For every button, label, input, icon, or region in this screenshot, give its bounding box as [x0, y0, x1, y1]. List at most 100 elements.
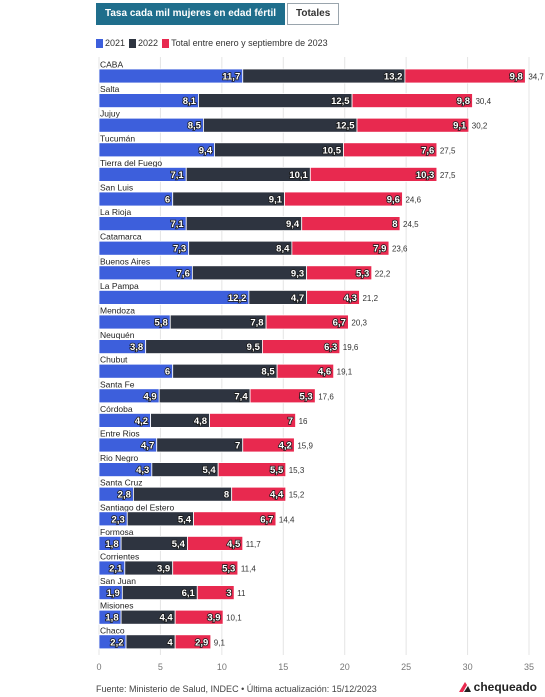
total-label: 24,5: [403, 220, 419, 229]
data-label: 9,6: [387, 195, 400, 206]
bar-segment: [98, 68, 244, 84]
data-label: 7,1: [171, 170, 185, 181]
bar-segment: [217, 462, 287, 478]
total-label: 30,2: [472, 122, 488, 131]
legend-item-2021[interactable]: 2021: [96, 38, 125, 48]
data-label: 5,3: [356, 268, 369, 279]
total-label: 16: [299, 417, 308, 426]
data-label: 9,1: [453, 121, 467, 132]
brand-logo: chequeado: [458, 680, 537, 694]
data-label: 7,8: [250, 318, 263, 329]
data-label: 4,9: [143, 391, 156, 402]
total-label: 15,2: [289, 491, 305, 500]
bar-segment: [276, 363, 335, 379]
bar-segment: [98, 363, 174, 379]
data-label: 4,7: [291, 293, 304, 304]
chequeado-logo-icon: [458, 682, 471, 692]
bar-segment: [185, 216, 303, 232]
category-label: Chaco: [100, 625, 125, 635]
category-label: Santa Fe: [100, 379, 135, 389]
data-label: 8,5: [261, 367, 275, 378]
data-label: 6,7: [260, 514, 273, 525]
bar-segment: [203, 117, 358, 133]
bar-segment: [174, 634, 212, 650]
data-label: 2,1: [109, 564, 123, 575]
category-label: Santiago del Estero: [100, 502, 174, 512]
bar-segment: [191, 265, 308, 281]
bar-segment: [351, 93, 473, 108]
category-label: San Juan: [100, 576, 136, 586]
metric-tabs: Tasa cada mil mujeres en edad fértil Tot…: [96, 3, 340, 25]
bar-segment: [98, 142, 215, 158]
category-label: Tucumán: [100, 133, 135, 143]
data-label: 6,3: [324, 342, 337, 353]
data-label: 5,4: [178, 514, 192, 525]
bar-segment: [172, 191, 285, 207]
bar-segment: [156, 437, 244, 453]
bar-segment: [284, 191, 403, 207]
total-label: 22,2: [375, 269, 391, 278]
bar-segment: [309, 166, 438, 182]
bar-segment: [98, 191, 174, 207]
data-label: 8,5: [188, 121, 202, 132]
data-label: 9,8: [457, 96, 470, 107]
category-label: Mendoza: [100, 306, 135, 316]
data-label: 5,3: [300, 391, 313, 402]
bar-segment: [249, 388, 316, 404]
tab-rate[interactable]: Tasa cada mil mujeres en edad fértil: [96, 3, 285, 25]
bar-segment: [242, 68, 406, 84]
data-label: 9,5: [247, 342, 261, 353]
bar-segment: [231, 486, 287, 502]
total-label: 9,1: [214, 638, 226, 647]
legend-item-2023[interactable]: Total entre enero y septiembre de 2023: [162, 38, 328, 48]
legend-item-2022[interactable]: 2022: [129, 38, 158, 48]
data-label: 4,5: [227, 539, 241, 550]
category-label: La Pampa: [100, 281, 139, 291]
data-label: 8,4: [276, 244, 290, 255]
data-label: 6: [165, 367, 170, 378]
total-label: 21,2: [362, 294, 378, 303]
total-label: 11,7: [246, 540, 262, 549]
bar-segment: [301, 216, 401, 232]
total-label: 17,6: [318, 392, 334, 401]
data-label: 6: [165, 195, 170, 206]
total-label: 15,9: [297, 442, 313, 451]
bar-segment: [291, 240, 390, 256]
data-label: 10,5: [322, 145, 341, 156]
bar-segment: [209, 412, 296, 428]
total-label: 15,3: [289, 466, 305, 475]
data-label: 2,9: [195, 637, 208, 648]
brand-name: chequeado: [473, 680, 537, 694]
tab-totals[interactable]: Totales: [287, 3, 340, 25]
data-label: 9,8: [510, 72, 523, 83]
data-label: 7,6: [421, 145, 434, 156]
bar-segment: [265, 314, 349, 330]
data-label: 3,9: [157, 564, 170, 575]
data-label: 5,5: [270, 465, 284, 476]
data-label: 4,4: [270, 490, 284, 501]
total-label: 27,5: [440, 146, 456, 155]
data-label: 5,4: [172, 539, 186, 550]
total-label: 23,6: [392, 245, 408, 254]
data-label: 6,1: [182, 588, 196, 599]
category-label: Catamarca: [100, 232, 142, 242]
data-label: 5,8: [155, 318, 168, 329]
bar-segment: [261, 339, 341, 355]
x-tick-label: 0: [96, 662, 101, 672]
data-label: 4,2: [135, 416, 148, 427]
category-label: La Rioja: [100, 207, 131, 217]
bar-segment: [196, 585, 235, 600]
bar-segment: [242, 437, 295, 453]
data-label: 10,3: [416, 170, 435, 181]
bar-segment: [356, 117, 470, 133]
data-label: 4,8: [194, 416, 207, 427]
data-label: 4,4: [159, 613, 173, 624]
data-label: 2,2: [110, 637, 123, 648]
category-label: Chubut: [100, 355, 128, 365]
legend-swatch-2021: [96, 38, 103, 48]
data-label: 12,5: [336, 121, 355, 132]
data-label: 9,4: [286, 219, 300, 230]
category-label: Entre Rios: [100, 429, 140, 439]
data-label: 4,3: [344, 293, 357, 304]
